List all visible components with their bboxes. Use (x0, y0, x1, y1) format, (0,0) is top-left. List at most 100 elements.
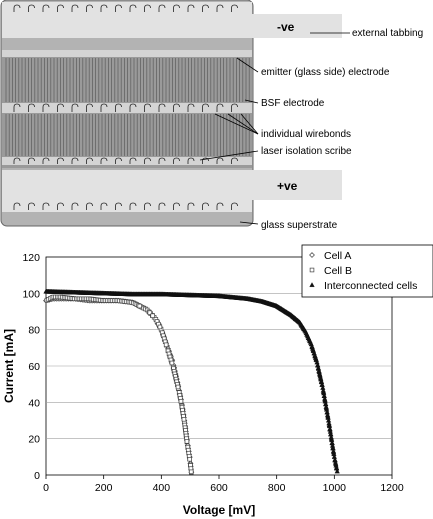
y-tick-label: 80 (28, 325, 40, 337)
legend-label: Interconnected cells (324, 280, 417, 292)
y-tick-label: 100 (22, 288, 40, 300)
wirebond (42, 157, 50, 164)
wirebond (13, 157, 21, 164)
wirebond (144, 103, 151, 112)
wirebond (100, 103, 108, 112)
legend-box (301, 244, 433, 298)
data-point (178, 398, 184, 404)
wirebond (28, 202, 35, 210)
iv-chart: 0 20 40 60 80 100 120 0 200 400 600 800 1000 1200 Vo… (2, 244, 433, 517)
wirebond (173, 157, 180, 164)
wirebond (216, 202, 224, 210)
wirebond (42, 103, 50, 112)
wirebond (57, 202, 64, 210)
wirebond (187, 4, 195, 12)
leader-wirebond-2 (227, 113, 259, 135)
top-tab-strip (2, 2, 252, 14)
wirebond (71, 103, 79, 112)
data-point (313, 356, 319, 362)
wirebond (202, 4, 209, 12)
x-tick-label: 1000 (323, 482, 347, 494)
data-point (169, 360, 175, 366)
wirebond (231, 103, 238, 112)
wirebond (86, 4, 93, 12)
data-point (283, 309, 289, 315)
wirebond (28, 157, 35, 164)
wirebond (57, 4, 64, 12)
y-tick-label: 120 (22, 252, 40, 264)
label-external-tabbing: external tabbing (352, 28, 423, 39)
leader-bsf (244, 99, 259, 104)
wirebond (216, 4, 224, 12)
legend-label: Cell B (324, 265, 352, 277)
wirebond (71, 157, 79, 164)
data-point (181, 417, 187, 422)
x-axis-ticks: 0 200 400 600 800 1000 1200 (43, 475, 404, 494)
bsf-electrode-band (2, 103, 252, 113)
data-marks (43, 288, 340, 475)
wirebond (129, 103, 137, 112)
positive-label: +ve (277, 179, 298, 193)
wirebond (42, 4, 50, 12)
data-point (334, 468, 340, 474)
wirebond (173, 4, 180, 12)
data-point (184, 439, 190, 444)
wirebond (86, 157, 93, 164)
wirebond (129, 4, 137, 12)
negative-tab (2, 14, 342, 38)
wirebond (187, 202, 195, 210)
x-axis-title: Voltage [mV] (183, 503, 255, 517)
data-point (187, 457, 192, 462)
negative-label: -ve (277, 20, 295, 34)
emitter-electrode-strip (2, 50, 252, 57)
data-point (331, 451, 337, 457)
wirebond (129, 202, 137, 210)
wirebond (71, 202, 79, 210)
data-point (292, 315, 299, 321)
label-wirebonds: individual wirebonds (261, 129, 351, 140)
label-bsf-electrode: BSF electrode (261, 98, 325, 109)
legend: Cell A Cell B Interconnected cells (301, 244, 433, 298)
x-tick-label: 0 (43, 482, 49, 494)
data-point (157, 324, 163, 330)
y-tick-label: 60 (28, 361, 40, 373)
wirebond (42, 202, 50, 210)
legend-marker (309, 282, 315, 287)
label-laser-scribe: laser isolation scribe (261, 146, 352, 157)
wirebond (86, 202, 93, 210)
data-point (188, 469, 194, 475)
data-point (150, 313, 155, 318)
wirebond (100, 157, 108, 164)
data-point (278, 306, 285, 312)
data-point (163, 342, 169, 348)
data-point (307, 338, 313, 344)
legend-label: Cell A (324, 250, 351, 262)
scribe-wirebond-row (13, 157, 238, 164)
wirebond (57, 103, 64, 112)
leader-scribe (199, 150, 259, 161)
wirebond (216, 157, 224, 164)
wirebond (115, 202, 122, 210)
wirebond (13, 202, 21, 210)
wirebond (13, 103, 21, 112)
data-point (325, 414, 331, 420)
data-point (304, 331, 310, 337)
x-tick-label: 200 (95, 482, 113, 494)
x-tick-label: 800 (268, 482, 286, 494)
label-emitter-electrode: emitter (glass side) electrode (261, 67, 390, 78)
data-point (137, 303, 142, 309)
wirebond (115, 103, 122, 112)
laser-scribe-strip (2, 157, 252, 165)
module-schematic: -ve +ve external tabbing (0, 0, 423, 231)
wirebond (100, 4, 108, 12)
wirebond (144, 4, 151, 12)
bottom-tab-strip (2, 200, 252, 212)
legend-marker (309, 267, 315, 273)
wirebond (173, 103, 180, 112)
label-glass-superstrate: glass superstrate (261, 220, 338, 231)
wirebond (158, 4, 166, 12)
wirebond (57, 157, 64, 164)
y-tick-label: 20 (28, 434, 40, 446)
wirebond (187, 157, 195, 164)
